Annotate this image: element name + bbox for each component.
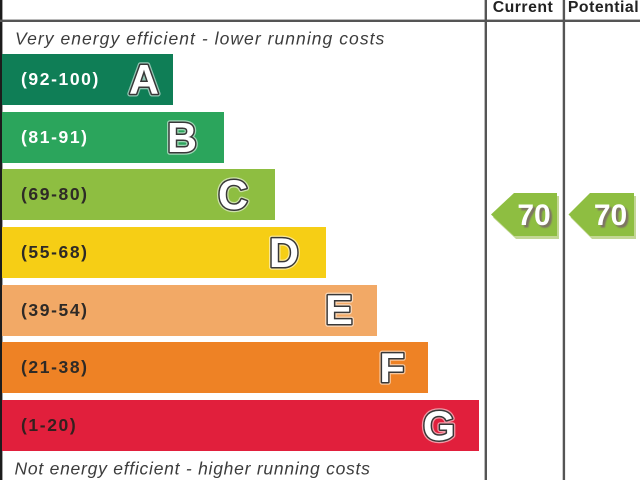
svg-text:70: 70 bbox=[594, 199, 627, 232]
svg-text:D: D bbox=[269, 229, 299, 276]
svg-text:(81-91): (81-91) bbox=[21, 127, 89, 147]
svg-text:Very energy efficient - lower: Very energy efficient - lower running co… bbox=[15, 29, 385, 49]
svg-text:F: F bbox=[379, 344, 404, 391]
svg-text:F: F bbox=[379, 344, 404, 391]
svg-text:E: E bbox=[325, 286, 353, 333]
svg-text:Not energy efficient - higher: Not energy efficient - higher running co… bbox=[15, 459, 371, 479]
svg-text:B: B bbox=[167, 114, 197, 161]
svg-text:(55-68): (55-68) bbox=[21, 242, 89, 262]
svg-text:Potential: Potential bbox=[568, 0, 639, 16]
svg-text:C: C bbox=[218, 171, 248, 218]
svg-text:A: A bbox=[129, 56, 159, 103]
svg-text:(69-80): (69-80) bbox=[21, 184, 89, 204]
svg-text:B: B bbox=[167, 114, 197, 161]
svg-text:(92-100): (92-100) bbox=[21, 69, 100, 89]
svg-text:A: A bbox=[129, 56, 159, 103]
svg-text:70: 70 bbox=[520, 202, 553, 235]
svg-text:C: C bbox=[218, 171, 248, 218]
svg-text:Current: Current bbox=[493, 0, 554, 16]
svg-text:E: E bbox=[325, 286, 353, 333]
svg-text:(21-38): (21-38) bbox=[21, 357, 89, 377]
svg-text:G: G bbox=[423, 402, 455, 449]
svg-text:(39-54): (39-54) bbox=[21, 300, 89, 320]
svg-text:70: 70 bbox=[517, 199, 550, 232]
svg-text:(1-20): (1-20) bbox=[21, 415, 77, 435]
svg-text:70: 70 bbox=[596, 202, 629, 235]
svg-text:G: G bbox=[423, 402, 455, 449]
svg-text:D: D bbox=[269, 229, 299, 276]
